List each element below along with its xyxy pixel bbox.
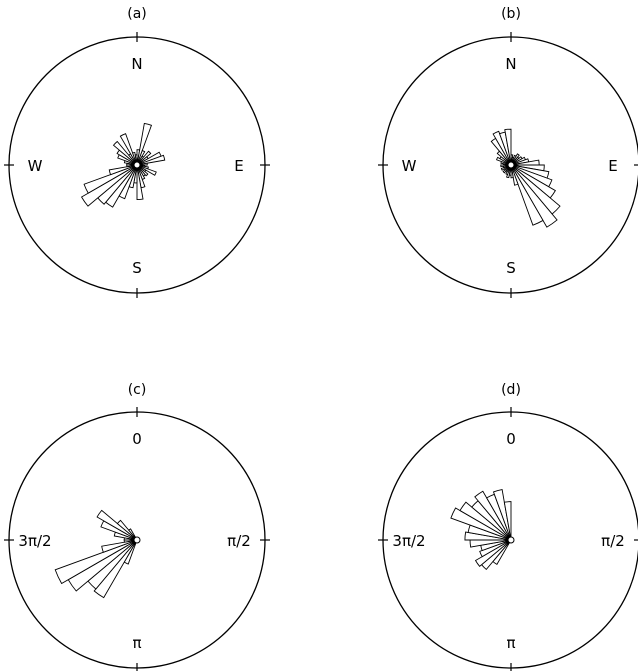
rose-petal-235 [474, 539, 512, 567]
direction-label-left: 3π/2 [392, 532, 425, 550]
direction-label-top: 0 [132, 430, 142, 448]
rose-petal-325 [474, 490, 512, 541]
direction-label-top: N [131, 55, 142, 73]
direction-label-right: E [234, 157, 243, 175]
direction-label-left: W [402, 157, 417, 175]
rose-panel-2: (b) N E S W [378, 6, 638, 298]
rose-petal-75 [136, 154, 166, 166]
rose-petal-245 [479, 539, 512, 558]
rose-petal-255 [108, 164, 138, 176]
center-hub [133, 536, 141, 544]
direction-label-top: 0 [506, 430, 516, 448]
rose-petal-355 [503, 501, 512, 541]
rose-petal-245 [54, 539, 138, 585]
rose-petal-315 [112, 140, 138, 166]
rose-petal-175 [136, 164, 144, 201]
rose-petal-335 [492, 130, 512, 166]
panel-label: (c) [128, 382, 147, 398]
center-hub [507, 161, 515, 169]
rose-petal-345 [492, 489, 512, 541]
direction-label-bottom: S [132, 259, 142, 277]
direction-label-right: π/2 [601, 532, 625, 550]
panel-label: (b) [501, 6, 521, 22]
rose-petal-165 [510, 164, 519, 186]
rose-petal-235 [80, 164, 138, 207]
direction-label-top: N [505, 55, 516, 73]
rose-petal-245 [83, 164, 138, 194]
rose-petal-305 [459, 501, 512, 541]
panel-label: (a) [127, 6, 147, 22]
direction-label-bottom: π [506, 634, 515, 652]
rose-panel-4: (d) 0 π/2 π 3π/2 [378, 382, 638, 671]
center-hub [133, 161, 141, 169]
rose-petal-295 [450, 507, 512, 541]
rose-petal-305 [96, 509, 138, 541]
rose-petal-155 [510, 164, 544, 226]
rose-petal-315 [116, 519, 138, 541]
direction-label-bottom: S [506, 259, 516, 277]
direction-label-right: π/2 [227, 532, 251, 550]
direction-label-left: W [28, 157, 43, 175]
rose-petal-255 [101, 539, 138, 553]
rose-panel-1: (a) N E S W [4, 6, 270, 298]
center-hub [507, 536, 515, 544]
rose-petal-215 [93, 539, 138, 599]
rose-petal-145 [510, 164, 558, 228]
rose-petal-355 [504, 128, 512, 166]
direction-label-left: 3π/2 [18, 532, 51, 550]
direction-label-right: E [608, 157, 617, 175]
panel-label: (d) [501, 382, 521, 398]
rose-petal-335 [119, 133, 138, 166]
rose-panel-3: (c) 0 π/2 π 3π/2 [4, 382, 270, 671]
direction-label-bottom: π [132, 634, 141, 652]
